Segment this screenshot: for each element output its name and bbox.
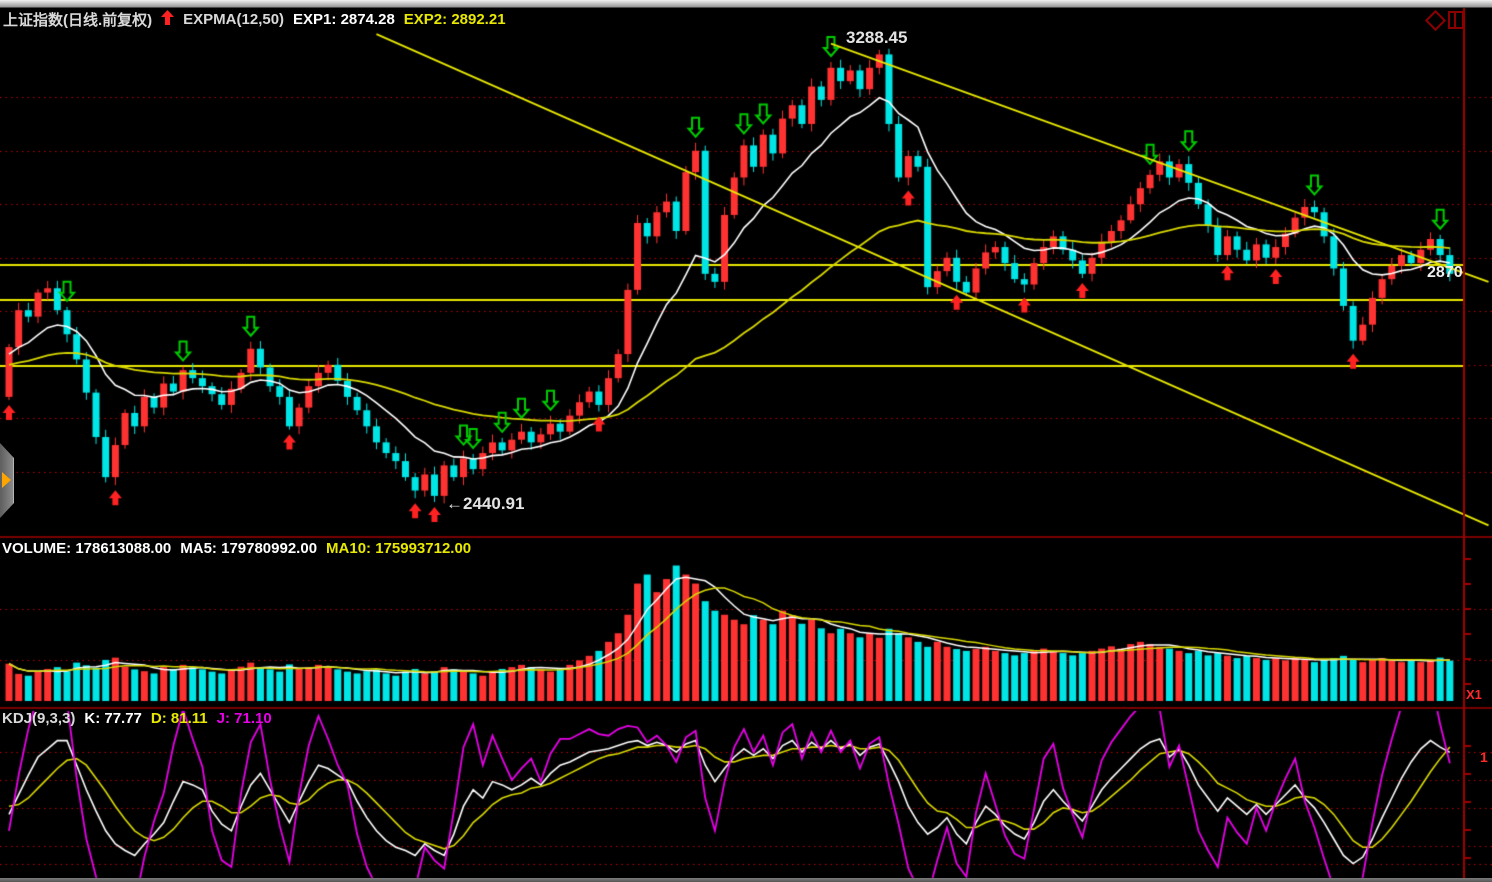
zoom-level-label: X1 [1466, 687, 1482, 702]
window-icon[interactable] [1448, 11, 1464, 29]
expand-right-icon [2, 472, 11, 488]
trough-price-annotation: ←2440.91 [446, 494, 525, 513]
symbol-title: 上证指数(日线.前复权) [3, 12, 153, 29]
last-price-label: 2870 [1427, 264, 1463, 281]
window-icon-divider [1454, 13, 1456, 27]
exp1-value: EXP1: 2874.28 [293, 11, 395, 28]
exp2-value: EXP2: 2892.21 [403, 11, 506, 28]
kdj-k-value: K: 77.77 [84, 710, 142, 727]
main-chart-header: 上证指数(日线.前复权) EXPMA(12,50) EXP1: 2874.28 EXP… [3, 9, 515, 30]
peak-price-annotation: 3288.45 [846, 28, 908, 47]
kdj-d-value: D: 81.11 [150, 710, 208, 727]
volume-panel-header: VOLUME: 178613088.00 MA5: 179780992.00 MA1… [2, 540, 480, 557]
window-top-edge [0, 0, 1492, 8]
volume-ma10: MA10: 175993712.00 [326, 540, 472, 557]
window-bottom-edge [0, 878, 1492, 882]
kdj-j-value: J: 71.10 [216, 710, 272, 727]
volume-value: VOLUME: 178613088.00 [2, 540, 172, 557]
sidebar-expander-handle[interactable] [0, 443, 14, 518]
kdj-name: KDJ(9,3,3) [2, 710, 76, 727]
kdj-panel-header: KDJ(9,3,3) K: 77.77 D: 81.11 J: 71.10 [2, 710, 281, 727]
red-up-arrow-icon [161, 10, 175, 29]
indicator-name: EXPMA(12,50) [183, 11, 285, 28]
volume-ma5: MA5: 179780992.00 [180, 540, 318, 557]
kdj-axis-label: 1 [1480, 749, 1488, 765]
